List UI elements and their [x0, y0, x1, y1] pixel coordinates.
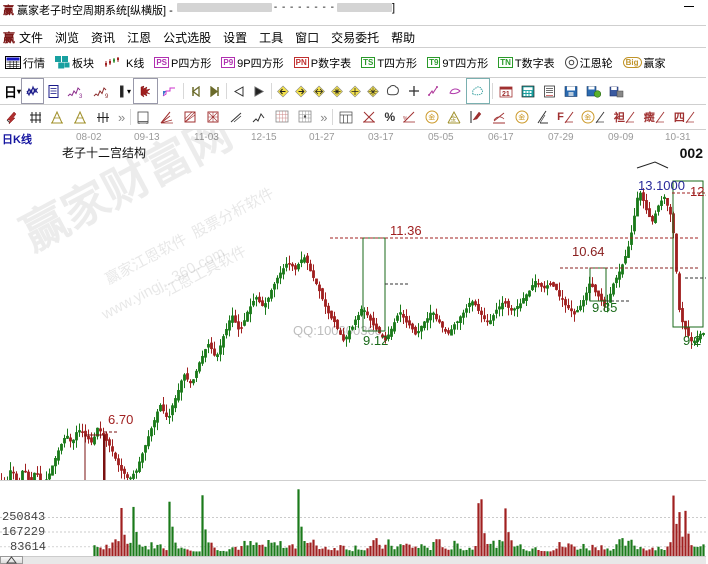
svg-text:9.12: 9.12 — [363, 333, 388, 348]
svg-text:6.70: 6.70 — [108, 412, 133, 427]
svg-text:9: 9 — [105, 94, 109, 98]
svg-text:金: 金 — [518, 113, 525, 122]
svg-text:002: 002 — [680, 145, 704, 161]
svg-text:9.2: 9.2 — [683, 333, 701, 348]
svg-text:金: 金 — [584, 113, 591, 122]
svg-text:11.36: 11.36 — [390, 223, 422, 238]
svg-text:3: 3 — [79, 94, 83, 98]
svg-text:13.1000: 13.1000 — [638, 178, 685, 193]
svg-text:金: 金 — [428, 113, 435, 122]
svg-text:%: % — [403, 116, 408, 122]
svg-text:10.64: 10.64 — [572, 244, 605, 259]
svg-text:12.4: 12.4 — [690, 184, 706, 199]
svg-text:21: 21 — [502, 91, 510, 98]
svg-text:金: 金 — [450, 115, 456, 123]
svg-text:9.85: 9.85 — [592, 300, 617, 315]
